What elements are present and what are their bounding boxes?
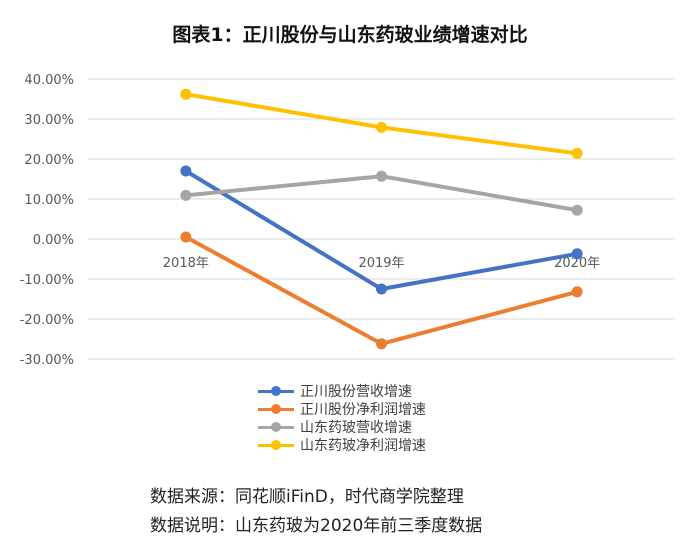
y-tick-label: -10.00% xyxy=(20,273,74,288)
legend-swatch xyxy=(258,421,294,433)
legend-swatch xyxy=(258,403,294,415)
series-group xyxy=(180,170,583,216)
legend-item: 正川股份净利润增速 xyxy=(258,400,426,418)
legend-item: 山东药玻净利润增速 xyxy=(258,436,426,454)
data-point xyxy=(571,248,583,260)
legend-label: 山东药玻净利润增速 xyxy=(300,438,426,454)
data-point xyxy=(180,165,192,177)
y-tick-label: 40.00% xyxy=(24,73,74,88)
legend: 正川股份营收增速 正川股份净利润增速 山东药玻营收增速 山东药玻净利润增速 xyxy=(258,382,426,454)
series-group xyxy=(180,231,583,350)
line-chart: 40.00% 30.00% 20.00% 10.00% 0.00% -10.00% -20.… xyxy=(20,73,675,368)
data-point xyxy=(376,283,387,295)
data-point xyxy=(180,189,192,201)
legend-item: 正川股份营收增速 xyxy=(258,382,426,400)
data-note: 数据说明：山东药玻为2020年前三季度数据 xyxy=(150,516,483,536)
data-point xyxy=(571,204,583,216)
legend-item: 山东药玻营收增速 xyxy=(258,418,426,436)
source-note: 数据来源：同花顺iFinD，时代商学院整理 xyxy=(150,487,464,507)
legend-swatch xyxy=(258,439,294,451)
data-point xyxy=(571,286,583,298)
data-point xyxy=(571,147,583,159)
series-lines xyxy=(180,88,583,350)
legend-swatch xyxy=(258,385,294,397)
legend-label: 正川股份营收增速 xyxy=(300,384,412,400)
x-tick-label: 2019年 xyxy=(358,256,404,271)
y-axis-ticks: 40.00% 30.00% 20.00% 10.00% 0.00% -10.00% -20.… xyxy=(20,73,74,368)
x-axis-ticks: 2018年 2019年 2020年 xyxy=(163,256,600,271)
series-group xyxy=(180,88,583,159)
data-point xyxy=(376,338,387,350)
data-point xyxy=(376,121,387,133)
data-point xyxy=(180,231,192,243)
y-tick-label: -30.00% xyxy=(20,353,74,368)
y-tick-label: 30.00% xyxy=(24,113,74,128)
chart-title: 图表1：正川股份与山东药玻业绩增速对比 xyxy=(172,24,528,46)
y-tick-label: -20.00% xyxy=(20,313,74,328)
x-tick-label: 2018年 xyxy=(163,256,209,271)
data-point xyxy=(180,88,192,100)
series-group xyxy=(180,165,583,295)
y-tick-label: 20.00% xyxy=(24,153,74,168)
y-tick-label: 10.00% xyxy=(24,193,74,208)
x-tick-label: 2020年 xyxy=(554,256,600,271)
legend-label: 正川股份净利润增速 xyxy=(300,402,426,418)
legend-label: 山东药玻营收增速 xyxy=(300,420,412,436)
gridlines xyxy=(88,78,675,360)
y-tick-label: 0.00% xyxy=(33,233,74,248)
data-point xyxy=(376,170,387,182)
